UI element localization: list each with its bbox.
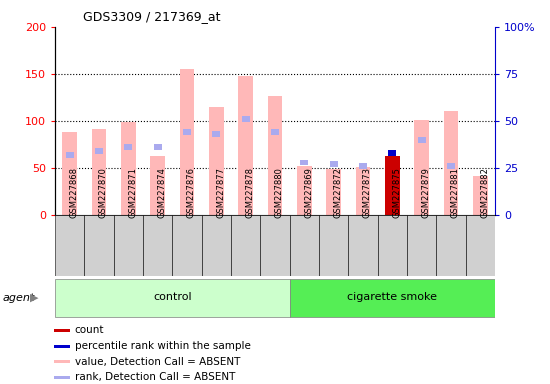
Bar	[153, 144, 162, 150]
Bar	[84, 215, 114, 276]
Bar	[121, 122, 136, 215]
Bar	[55, 215, 84, 276]
Bar	[319, 215, 348, 276]
Bar	[238, 76, 253, 215]
Bar	[300, 159, 309, 165]
Bar	[326, 169, 341, 215]
Bar	[359, 163, 367, 169]
Text: GSM227879: GSM227879	[422, 167, 431, 218]
Text: GSM227880: GSM227880	[275, 167, 284, 218]
Bar	[143, 215, 172, 276]
Bar	[55, 279, 290, 316]
Bar	[92, 129, 106, 215]
Text: GSM227871: GSM227871	[128, 167, 138, 218]
Text: GSM227868: GSM227868	[70, 167, 79, 218]
Text: GSM227881: GSM227881	[451, 167, 460, 218]
Text: cigarette smoke: cigarette smoke	[348, 292, 437, 302]
Bar	[54, 360, 70, 363]
Bar	[447, 163, 455, 169]
Text: GSM227877: GSM227877	[216, 167, 225, 218]
Bar	[180, 69, 194, 215]
Bar	[150, 156, 165, 215]
Text: GSM227870: GSM227870	[99, 167, 108, 218]
Bar	[65, 152, 74, 158]
Text: count: count	[75, 326, 104, 336]
Bar	[183, 129, 191, 135]
Bar	[378, 215, 407, 276]
Bar	[444, 111, 458, 215]
Bar	[202, 215, 231, 276]
Bar	[124, 144, 133, 150]
Text: value, Detection Call = ABSENT: value, Detection Call = ABSENT	[75, 357, 240, 367]
Text: ▶: ▶	[30, 293, 38, 303]
Bar	[417, 137, 426, 142]
Text: GSM227872: GSM227872	[334, 167, 343, 218]
Bar	[172, 215, 202, 276]
Text: GSM227875: GSM227875	[392, 167, 402, 218]
Bar	[473, 175, 488, 215]
Bar	[436, 215, 466, 276]
Bar	[329, 161, 338, 167]
Text: GSM227874: GSM227874	[158, 167, 167, 218]
Text: GSM227873: GSM227873	[363, 167, 372, 218]
Text: GSM227878: GSM227878	[246, 167, 255, 218]
Bar	[209, 107, 224, 215]
Bar	[388, 150, 397, 156]
Bar	[356, 167, 370, 215]
Bar	[466, 215, 495, 276]
Bar	[54, 345, 70, 348]
Bar	[212, 131, 221, 137]
Bar	[114, 215, 143, 276]
Bar	[54, 376, 70, 379]
Bar	[407, 215, 436, 276]
Text: GDS3309 / 217369_at: GDS3309 / 217369_at	[82, 10, 220, 23]
Bar	[385, 156, 400, 215]
Bar	[54, 329, 70, 332]
Bar	[414, 120, 429, 215]
Bar	[290, 215, 319, 276]
Text: percentile rank within the sample: percentile rank within the sample	[75, 341, 251, 351]
Text: GSM227869: GSM227869	[304, 167, 314, 218]
Text: agent: agent	[3, 293, 35, 303]
Bar	[290, 279, 495, 316]
Bar	[260, 215, 290, 276]
Bar	[231, 215, 260, 276]
Text: GSM227876: GSM227876	[187, 167, 196, 218]
Bar	[241, 116, 250, 122]
Text: control: control	[153, 292, 191, 302]
Bar	[268, 96, 282, 215]
Bar	[62, 132, 77, 215]
Text: rank, Detection Call = ABSENT: rank, Detection Call = ABSENT	[75, 372, 235, 382]
Text: GSM227882: GSM227882	[480, 167, 490, 218]
Bar	[348, 215, 378, 276]
Bar	[95, 148, 103, 154]
Bar	[271, 129, 279, 135]
Bar	[297, 166, 312, 215]
